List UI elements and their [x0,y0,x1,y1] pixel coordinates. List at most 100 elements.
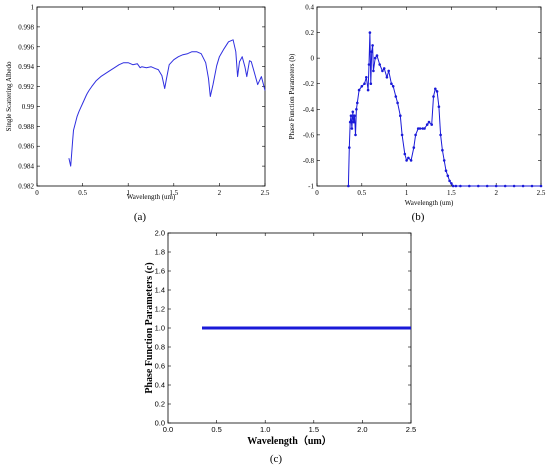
x-tick-label: 2.0 [357,425,367,434]
data-point [347,184,350,188]
y-tick-label: 0.996 [18,43,34,51]
data-point [349,114,353,117]
data-point [360,85,364,88]
data-point [355,108,358,111]
data-point [494,184,498,188]
y-tick-label: -0.8 [303,157,315,165]
data-point [444,169,448,172]
data-point [375,54,379,57]
data-point [394,95,398,98]
data-point [451,184,455,188]
data-point [485,184,489,188]
data-point [373,56,377,60]
data-point [356,101,359,105]
data-point [352,120,356,124]
data-point [353,114,356,117]
data-point [385,76,389,79]
y-tick-label: -0.4 [303,106,315,114]
y-tick-label: 0.0 [155,419,165,428]
y-tick-label: 0.99 [22,103,35,111]
data-point [414,133,417,137]
y-tick-label: 0.986 [18,143,34,151]
data-point [403,152,407,156]
x-tick-label: 2 [218,189,222,197]
y-tick-label: -0.2 [303,80,315,88]
y-tick-label: 0.982 [18,183,34,191]
data-point [367,63,371,66]
y-tick-label: 1 [31,4,35,12]
x-tick-label: 1.5 [447,189,456,197]
data-point [412,146,416,149]
data-point [441,148,444,152]
data-point [450,182,453,185]
x-tick-label: 2.5 [406,425,416,434]
data-point [391,85,395,88]
panel-label: (a) [134,211,147,223]
x-tick-label: 0.5 [357,189,366,197]
y-tick-label: 2.0 [155,229,165,238]
data-point [427,120,431,124]
y-tick-label: 0 [311,55,315,63]
data-point [409,159,413,162]
data-point [396,101,399,105]
data-point [366,88,370,92]
y-tick-label: 0.994 [18,63,34,71]
data-point [351,110,355,114]
x-axis-label: Wavelength (um) [405,199,454,207]
y-tick-label: 1.4 [155,286,165,295]
y-tick-label: 0.992 [18,83,34,91]
data-point [434,87,437,91]
data-point [477,184,480,188]
data-point [354,133,357,137]
y-tick-label: -0.6 [303,131,315,139]
x-tick-label: 2.5 [261,189,270,197]
data-point [435,90,439,93]
data-point [365,76,368,79]
data-point [421,127,425,130]
data-point [372,69,375,73]
plot-frame [316,6,542,187]
data-point [468,184,471,188]
data-point [439,133,442,137]
data-point [442,159,446,162]
x-tick-label: 2.5 [537,189,546,197]
x-tick-label: 0.5 [78,189,87,197]
series-line-1 [68,39,266,167]
y-tick-label: -1 [308,183,314,191]
y-tick-label: 0.6 [155,362,165,371]
data-point [370,50,374,53]
y-tick-label: 0.4 [155,381,165,390]
y-tick-label: 0.2 [155,400,165,409]
y-tick-label: 1.8 [155,248,165,257]
data-point [530,184,534,188]
data-point [407,156,410,160]
data-point [448,179,451,183]
data-point [432,95,435,98]
data-point [454,184,458,188]
data-point [405,159,408,162]
data-point [400,133,404,137]
data-point [357,88,361,92]
data-point [368,31,372,34]
data-point [348,120,352,124]
data-point [381,69,384,73]
data-point [425,123,429,126]
data-point [416,127,420,130]
data-point [387,69,391,73]
y-tick-label: 0.4 [305,4,314,12]
data-point [369,82,373,85]
y-tick-label: 1.0 [155,324,165,333]
data-point [503,184,507,188]
y-tick-label: 0.8 [155,343,165,352]
x-tick-label: 1.0 [260,425,270,434]
panel-label: (c) [270,453,283,465]
data-point [348,146,351,149]
x-tick-label: 0 [35,189,39,197]
data-point [382,67,386,70]
data-point [390,82,393,85]
y-axis-label: Phase Function Parameters (c) [144,262,155,393]
x-axis-label: Wavelength (um) [127,193,176,201]
panel-label: (b) [412,211,425,223]
y-tick-label: 0.984 [18,163,34,171]
data-point [423,127,426,130]
